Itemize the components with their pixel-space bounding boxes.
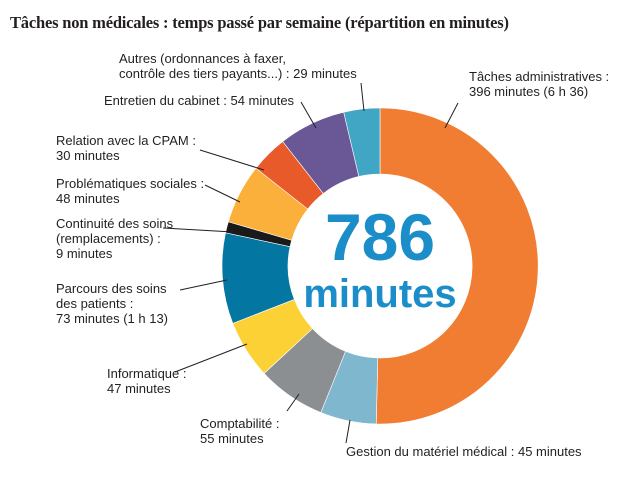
chart-title: Tâches non médicales : temps passé par s… [10, 13, 509, 32]
label-relation-avec-la-cpam: Relation avec la CPAM :30 minutes [56, 133, 196, 163]
center-total-unit: minutes [303, 272, 456, 316]
label-autres-ordonnances-a-faxer: Autres (ordonnances à faxer, contrôle des… [119, 51, 357, 81]
label-comptabilite: Comptabilité :55 minutes [200, 416, 279, 446]
label-gestion-du-materiel-medical-45-minutes: Gestion du matériel médical : 45 minutes [346, 444, 582, 459]
label-parcours-des-soins: Parcours des soins des patients :73 minut… [56, 281, 168, 326]
leader-line-continuite-des-soins [162, 227, 234, 233]
leader-line-relation-avec-la-cpam [199, 149, 265, 171]
label-continuite-des-soins: Continuité des soins (remplacements) :9 m… [56, 216, 174, 261]
leader-line-autres-ordonnances-a-faxer [360, 82, 365, 112]
center-total-value: 786 [325, 200, 435, 274]
label-problematiques-sociales: Problématiques sociales :48 minutes [56, 176, 204, 206]
leader-line-entretien-du-cabinet-54-minutes [300, 101, 317, 129]
leader-line-comptabilite [286, 393, 300, 412]
leader-line-taches-administratives [444, 102, 459, 129]
leader-line-parcours-des-soins [179, 279, 228, 291]
label-taches-administratives: Tâches administratives :396 minutes (6 h… [469, 69, 609, 99]
leader-line-informatique [174, 343, 248, 373]
leader-line-gestion-du-materiel-medical-45-minutes [345, 419, 351, 444]
leader-line-problematiques-sociales [204, 184, 241, 203]
slice-autres-ordonnances-a-faxer [343, 107, 381, 177]
label-entretien-du-cabinet-54-minutes: Entretien du cabinet : 54 minutes [104, 93, 295, 108]
label-informatique: Informatique :47 minutes [107, 366, 187, 396]
slice-taches-administratives [375, 107, 539, 425]
